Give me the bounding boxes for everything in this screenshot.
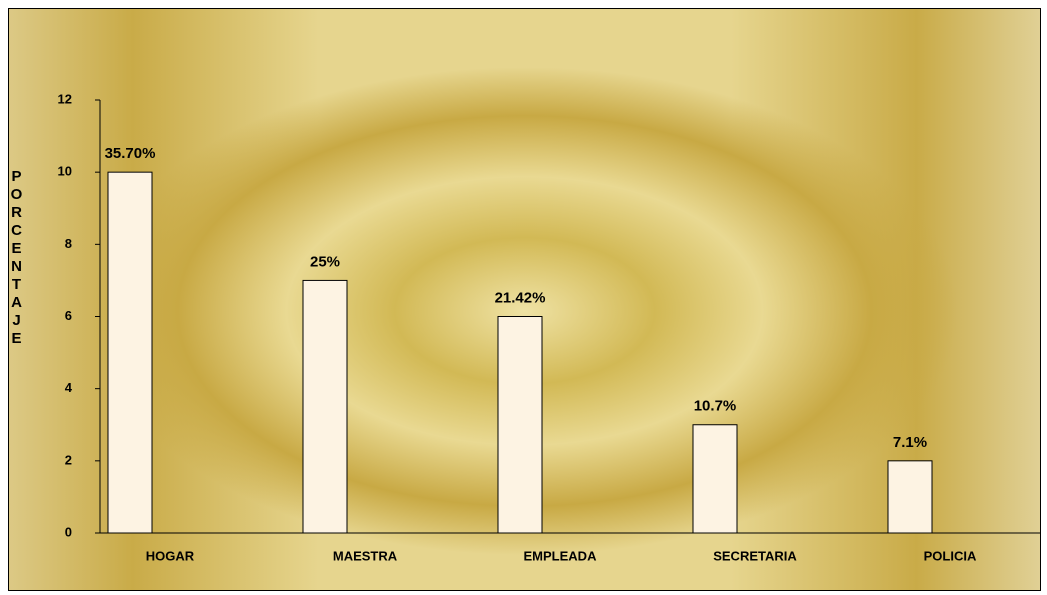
x-tick-label: POLICIA <box>924 548 977 563</box>
x-tick-label: SECRETARIA <box>713 548 797 563</box>
data-label: 21.42% <box>495 289 546 306</box>
y-tick-label: 10 <box>58 164 72 179</box>
y-tick-label: 12 <box>58 91 72 106</box>
bar <box>887 460 933 534</box>
bar <box>497 316 543 534</box>
y-tick-label: 0 <box>65 524 72 539</box>
y-tick-label: 4 <box>65 380 73 395</box>
x-tick-label: HOGAR <box>146 548 195 563</box>
bar <box>302 279 348 534</box>
data-label: 25% <box>310 253 340 270</box>
data-label: 10.7% <box>694 398 737 415</box>
bar <box>692 424 738 534</box>
y-axis-label: PORCENTAJE <box>8 168 25 348</box>
x-tick-label: MAESTRA <box>333 548 398 563</box>
data-label: 35.70% <box>105 145 156 162</box>
bar <box>107 171 153 534</box>
y-tick-label: 8 <box>65 236 72 251</box>
y-tick-label: 2 <box>65 452 72 467</box>
y-tick-label: 6 <box>65 308 72 323</box>
data-label: 7.1% <box>893 434 927 451</box>
x-tick-label: EMPLEADA <box>524 548 598 563</box>
